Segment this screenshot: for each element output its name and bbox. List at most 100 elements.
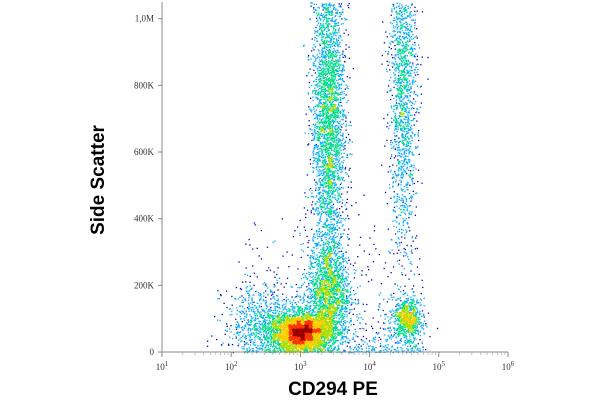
event-point (324, 182, 326, 184)
event-point (338, 128, 341, 130)
event-point (339, 65, 341, 67)
event-point (320, 197, 322, 199)
event-point (290, 321, 292, 323)
event-point (339, 97, 342, 99)
event-point (335, 170, 337, 172)
event-point (276, 330, 278, 332)
event-point (315, 96, 317, 98)
event-point (320, 102, 323, 104)
event-point (332, 119, 334, 121)
event-point (315, 335, 317, 337)
event-point (327, 191, 330, 193)
event-point (299, 307, 301, 310)
event-point (327, 211, 329, 213)
event-point (325, 151, 327, 154)
event-point (316, 125, 318, 127)
event-point (300, 330, 303, 332)
event-point (315, 91, 317, 93)
event-point (321, 152, 324, 154)
event-point (301, 323, 303, 325)
event-point (322, 75, 324, 77)
event-point (287, 339, 289, 341)
event-point (333, 48, 335, 50)
event-point (315, 3, 318, 5)
event-point (264, 349, 266, 351)
event-point (333, 149, 335, 151)
event-point (293, 310, 295, 312)
event-point (282, 324, 284, 326)
event-point (318, 153, 320, 155)
event-point (346, 154, 348, 156)
event-point (269, 343, 271, 345)
event-point (291, 344, 293, 346)
event-point (318, 327, 320, 329)
event-point (333, 229, 335, 231)
event-point (321, 321, 323, 324)
event-point (311, 228, 313, 230)
event-point (320, 330, 323, 333)
event-point (293, 326, 295, 329)
event-point (294, 326, 297, 328)
event-point (325, 58, 327, 60)
event-point (324, 163, 327, 165)
event-point (321, 233, 324, 236)
event-point (326, 330, 328, 332)
event-point (327, 106, 329, 108)
event-point (315, 196, 317, 198)
event-point (332, 333, 334, 335)
event-point (335, 149, 337, 151)
event-point (285, 320, 288, 322)
event-point (339, 4, 341, 6)
event-point (286, 313, 288, 315)
event-point (294, 302, 296, 304)
event-point (319, 147, 321, 149)
event-point (283, 333, 286, 335)
event-point (310, 344, 312, 346)
event-point (320, 68, 323, 70)
event-point (337, 45, 339, 48)
event-point (333, 166, 335, 169)
event-point (348, 124, 350, 127)
event-point (319, 341, 322, 343)
event-point (311, 335, 314, 338)
event-point (313, 179, 316, 181)
event-point (322, 30, 324, 32)
event-point (294, 334, 296, 336)
event-point (335, 35, 337, 37)
event-point (330, 206, 332, 209)
event-point (306, 311, 308, 313)
event-point (294, 328, 297, 331)
event-point (339, 125, 341, 127)
event-point (323, 63, 325, 66)
event-point (331, 111, 333, 113)
event-point (314, 333, 316, 336)
event-point (319, 72, 321, 74)
event-point (289, 337, 291, 339)
event-point (299, 342, 302, 344)
event-point (318, 189, 321, 191)
event-point (254, 328, 256, 330)
event-point (295, 330, 297, 332)
event-point (330, 323, 332, 325)
event-point (335, 136, 338, 138)
event-point (317, 7, 319, 9)
event-point (348, 57, 350, 59)
event-point (299, 328, 301, 331)
event-point (301, 331, 303, 333)
event-point (285, 334, 288, 336)
event-point (325, 263, 328, 265)
event-point (331, 89, 333, 91)
event-point (274, 338, 276, 341)
event-point (332, 75, 335, 77)
event-point (288, 342, 290, 344)
event-point (306, 75, 308, 77)
event-point (314, 311, 316, 313)
event-point (338, 314, 340, 316)
event-point (307, 316, 309, 318)
event-point (316, 116, 318, 119)
event-point (336, 201, 339, 203)
event-point (308, 345, 311, 347)
event-point (280, 316, 283, 318)
event-point (283, 308, 285, 310)
event-point (320, 318, 322, 321)
